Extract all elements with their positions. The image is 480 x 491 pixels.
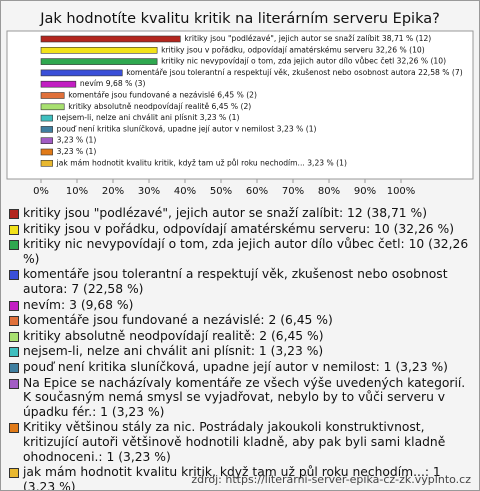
legend-swatch xyxy=(9,240,19,251)
legend-label: pouď není kritika sluníčková, upadne jej… xyxy=(23,359,448,374)
legend-swatch xyxy=(9,362,19,373)
bar-label: 3,23 % (1) xyxy=(57,136,97,145)
bar xyxy=(40,114,53,122)
bar xyxy=(40,58,158,65)
legend-item: kritiky jsou v pořádku, odpovídají amaté… xyxy=(9,222,471,237)
bar-label: komentáře jsou tolerantní a respektují v… xyxy=(126,68,462,77)
bar xyxy=(40,137,53,144)
legend-label: komentáře jsou tolerantní a respektují v… xyxy=(23,267,448,296)
bar-label: 3,23 % (1) xyxy=(57,147,97,156)
legend-label: nejsem-li, nelze ani chválit ani plísnit… xyxy=(23,344,324,359)
legend-item: jak mám hodnotit kvalitu kritik, když ta… xyxy=(9,465,471,491)
legend-item: kritiky absolutně neodpovídají realitě: … xyxy=(9,329,471,344)
bar xyxy=(40,80,77,88)
bar-label: jak mám hodnotit kvalitu kritik, když ta… xyxy=(56,158,347,167)
bar-label: kritiky nic nevypovídají o tom, zda jeji… xyxy=(161,57,446,66)
bar xyxy=(40,148,53,156)
legend-item: Kritiky většinou stály za nic. Postrádal… xyxy=(9,420,471,464)
x-tick-label: 60% xyxy=(246,186,268,197)
legend-label: komentáře jsou fundované a nezávislé: 2 … xyxy=(23,313,333,328)
x-tick-label: 90% xyxy=(354,186,376,197)
legend-label: jak mám hodnotit kvalitu kritik, když ta… xyxy=(23,465,441,491)
legend-swatch xyxy=(9,300,19,311)
x-tick-label: 20% xyxy=(102,186,124,197)
legend-swatch xyxy=(9,316,19,327)
legend-swatch xyxy=(9,347,19,358)
legend-swatch xyxy=(9,468,19,479)
legend-swatch xyxy=(9,423,19,434)
legend-label: nevím: 3 (9,68 %) xyxy=(23,297,134,312)
bar-label: pouď není kritika sluníčková, upadne jej… xyxy=(57,124,317,133)
legend-item: pouď není kritika sluníčková, upadne jej… xyxy=(9,360,471,375)
legend-swatch xyxy=(9,224,19,235)
bar-label: kritiky absolutně neodpovídají realitě 6… xyxy=(68,102,251,111)
x-tick-label: 30% xyxy=(138,186,160,197)
legend-label: Na Epice se nacházívaly komentáře ze vše… xyxy=(23,375,466,419)
legend-label: kritiky jsou "podlézavé", jejich autor s… xyxy=(23,206,428,220)
legend-item: komentáře jsou fundované a nezávislé: 2 … xyxy=(9,313,471,328)
legend-item: komentáře jsou tolerantní a respektují v… xyxy=(9,267,471,296)
bar xyxy=(40,69,123,77)
bar xyxy=(40,103,65,111)
bar-label: kritiky jsou "podlézavé", jejich autor s… xyxy=(184,34,431,43)
bar xyxy=(40,126,53,133)
bar-label: nevím 9,68 % (3) xyxy=(80,79,146,88)
plot-area xyxy=(6,30,474,180)
legend-item: nevím: 3 (9,68 %) xyxy=(9,298,471,313)
legend-item: kritiky nic nevypovídají o tom, zda jeji… xyxy=(9,237,471,266)
bar xyxy=(40,160,53,167)
legend-item: nejsem-li, nelze ani chválit ani plísnit… xyxy=(9,344,471,359)
x-tick-label: 40% xyxy=(174,186,196,197)
bar-label: kritiky jsou v pořádku, odpovídají amaté… xyxy=(161,45,425,54)
legend: kritiky jsou "podlézavé", jejich autor s… xyxy=(9,206,471,491)
legend-swatch xyxy=(9,209,19,219)
legend-item: Na Epice se nacházívaly komentáře ze vše… xyxy=(9,376,471,420)
bar xyxy=(40,35,181,43)
chart-title: Jak hodnotíte kvalitu kritik na literárn… xyxy=(39,11,440,27)
legend-swatch xyxy=(9,331,19,342)
bar xyxy=(40,92,65,99)
legend-swatch xyxy=(9,270,19,281)
source: zdroj: https://literarni-server-epika-cz… xyxy=(191,473,471,486)
bar-label: komentáře jsou fundované a nezávislé 6,4… xyxy=(68,91,257,100)
x-tick-label: 50% xyxy=(210,186,232,197)
x-tick-label: 10% xyxy=(66,186,88,197)
legend-label: kritiky jsou v pořádku, odpovídají amaté… xyxy=(23,221,454,236)
x-tick-label: 0% xyxy=(33,186,49,197)
x-tick-label: 80% xyxy=(318,186,340,197)
legend-swatch xyxy=(9,378,19,389)
bar xyxy=(40,46,158,54)
legend-item: kritiky jsou "podlézavé", jejich autor s… xyxy=(9,206,471,221)
legend-label: Kritiky většinou stály za nic. Postrádal… xyxy=(23,420,446,464)
x-tick-label: 100% xyxy=(387,186,416,197)
chart: Jak hodnotíte kvalitu kritik na literárn… xyxy=(6,11,474,197)
bar-label: nejsem-li, nelze ani chválit ani plísnit… xyxy=(57,113,240,122)
legend-label: kritiky nic nevypovídají o tom, zda jeji… xyxy=(23,237,469,266)
x-tick-label: 70% xyxy=(282,186,304,197)
legend-label: kritiky absolutně neodpovídají realitě: … xyxy=(23,328,324,343)
